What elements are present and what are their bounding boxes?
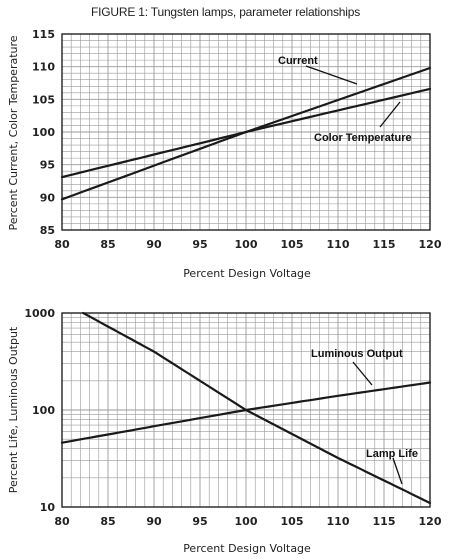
luminous-output-leader-line — [352, 361, 373, 386]
x-tick-label: 85 — [100, 515, 115, 528]
y-tick-label: 100 — [32, 404, 55, 417]
chart1-y-axis-title: Percent Current, Color Temperature — [7, 35, 20, 230]
y-tick-label: 90 — [40, 191, 56, 204]
chart1-x-axis-title: Percent Design Voltage — [183, 267, 311, 280]
x-tick-label: 110 — [327, 515, 350, 528]
x-tick-label: 90 — [146, 238, 162, 251]
y-tick-label: 110 — [32, 61, 55, 74]
chart1-frame — [61, 33, 431, 231]
y-tick-label: 10 — [40, 501, 56, 514]
chart2-x-axis-title: Percent Design Voltage — [183, 542, 311, 555]
x-tick-label: 105 — [281, 515, 304, 528]
chart-current-color-temperature: 80 85 90 95 100 105 110 115 120 8590951001051101… — [7, 28, 442, 280]
chart1-y-ticks: 85 90 95 100 105 110 115 — [32, 28, 55, 237]
x-tick-label: 120 — [419, 238, 442, 251]
chart-life-luminous-output: 80 85 90 95 100 105 110 115 120 10 100 1000 Percen… — [7, 307, 442, 555]
y-tick-label: 100 — [32, 126, 55, 139]
series-line-color-temperature — [60, 87, 432, 179]
x-tick-label: 80 — [54, 238, 70, 251]
chart1-grid — [61, 33, 431, 231]
y-tick-label: 105 — [32, 93, 55, 106]
lamp-life-leader-line — [392, 457, 403, 485]
x-tick-label: 95 — [192, 515, 207, 528]
x-tick-label: 90 — [146, 515, 162, 528]
chart1-x-ticks: 80 85 90 95 100 105 110 115 120 — [54, 238, 441, 251]
x-tick-label: 115 — [373, 515, 396, 528]
current-annotation: Current — [278, 55, 318, 67]
color-temperature-annotation: Color Temperature — [314, 132, 412, 144]
chart2-lines — [60, 311, 432, 505]
plot-frame — [61, 312, 431, 508]
series-line-lamp-life — [82, 311, 432, 505]
chart2-frame — [61, 312, 431, 508]
color-temperature-leader-line — [379, 101, 401, 128]
x-tick-label: 110 — [327, 238, 350, 251]
x-tick-label: 120 — [419, 515, 442, 528]
y-tick-label: 85 — [40, 224, 55, 237]
chart2-y-ticks: 10 100 1000 — [24, 307, 55, 514]
x-tick-label: 100 — [235, 515, 258, 528]
plot-frame — [61, 33, 431, 231]
y-tick-label: 115 — [32, 28, 55, 41]
chart2-y-axis-title: Percent Life, Luminous Output — [7, 326, 20, 493]
y-tick-label: 95 — [40, 159, 55, 172]
x-tick-label: 95 — [192, 238, 207, 251]
y-tick-label: 1000 — [24, 307, 55, 320]
chart1-lines — [60, 66, 432, 201]
x-tick-label: 105 — [281, 238, 304, 251]
current-leader-line — [305, 65, 358, 85]
luminous-output-annotation: Luminous Output — [311, 348, 403, 360]
chart2-x-ticks: 80 85 90 95 100 105 110 115 120 — [54, 515, 441, 528]
figure-title: FIGURE 1: Tungsten lamps, parameter rela… — [91, 5, 360, 19]
lamp-life-annotation: Lamp Life — [366, 448, 418, 460]
x-tick-label: 100 — [235, 238, 258, 251]
x-tick-label: 80 — [54, 515, 70, 528]
x-tick-label: 115 — [373, 238, 396, 251]
x-tick-label: 85 — [100, 238, 115, 251]
